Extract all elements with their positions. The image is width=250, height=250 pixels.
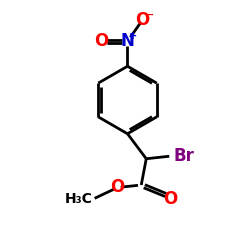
Text: Br: Br [174,147,195,165]
Text: H₃C: H₃C [64,192,92,206]
Text: O: O [94,32,108,50]
Text: N: N [120,32,134,50]
Text: −: − [145,10,154,20]
Text: O: O [110,178,124,196]
Text: +: + [129,31,137,41]
Text: O: O [163,190,177,208]
Text: O: O [135,11,150,29]
